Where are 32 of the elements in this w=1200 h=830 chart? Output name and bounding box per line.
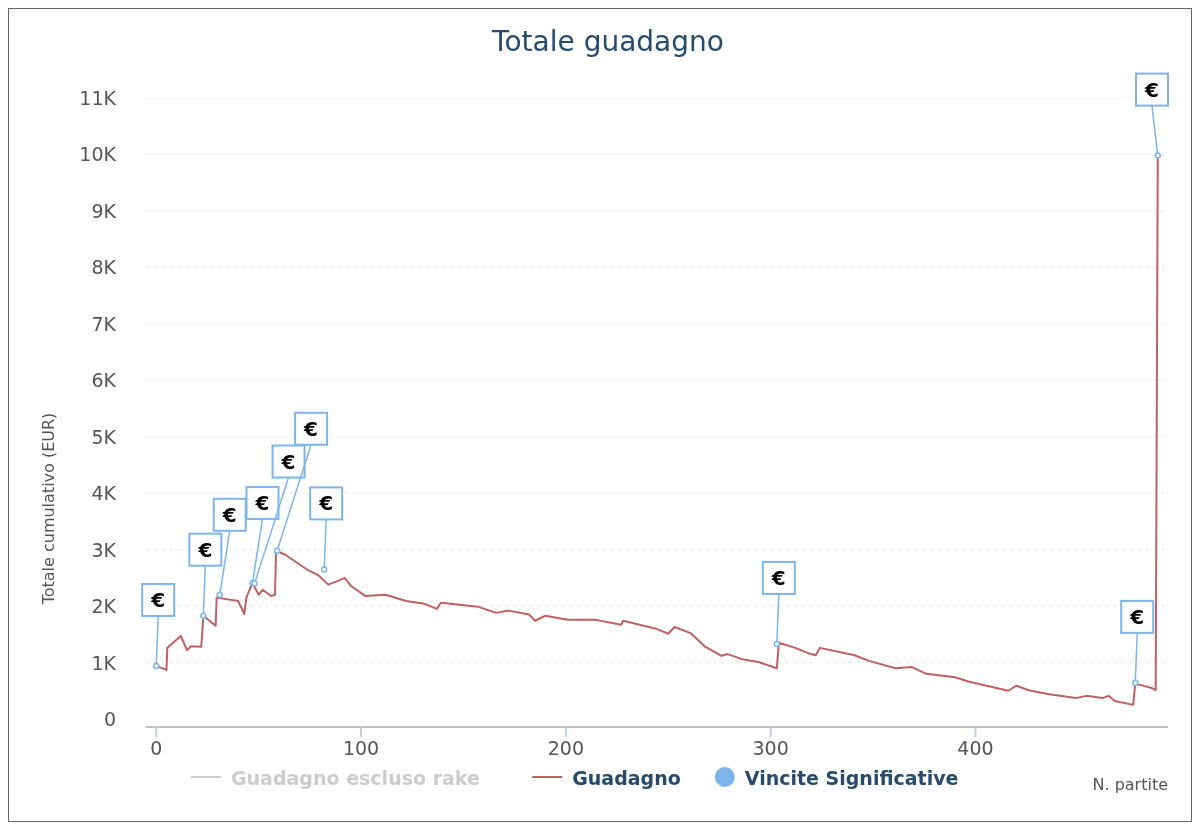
data-label: € xyxy=(1129,604,1145,629)
data-label: € xyxy=(318,491,334,516)
y-tick-label: 4K xyxy=(91,482,117,505)
data-label: € xyxy=(1144,77,1159,102)
x-tick-label: 100 xyxy=(342,737,380,759)
y-tick-label: 8K xyxy=(91,256,117,279)
y-axis-title: Totale cumulativo (EUR) xyxy=(39,412,58,606)
y-tick-label: 1K xyxy=(91,651,117,674)
y-tick-label: 11K xyxy=(79,87,117,109)
x-tick-label: 0 xyxy=(150,737,163,759)
x-axis-title: N. partite xyxy=(1092,775,1168,794)
chart-title: Totale guadagno xyxy=(491,25,724,58)
y-tick-label: 6K xyxy=(91,369,117,392)
data-label: € xyxy=(770,565,786,590)
data-label: € xyxy=(197,537,213,562)
data-label: € xyxy=(303,416,319,441)
y-tick-label: 10K xyxy=(79,143,117,166)
y-tick-label: 3K xyxy=(91,538,117,561)
data-label: € xyxy=(280,449,296,474)
y-tick-label: 9K xyxy=(91,199,117,222)
legend-label: Vincite Significative xyxy=(744,767,959,789)
y-tick-label: 7K xyxy=(91,312,117,335)
data-label: € xyxy=(221,502,237,527)
y-tick-label: 0 xyxy=(103,708,116,730)
x-tick-label: 300 xyxy=(752,737,789,759)
legend-label: Guadagno xyxy=(572,767,681,789)
y-tick-label: 2K xyxy=(91,595,117,618)
y-tick-label: 5K xyxy=(91,425,117,448)
x-tick-label: 200 xyxy=(547,737,584,759)
data-label: € xyxy=(254,490,270,515)
x-tick-label: 400 xyxy=(957,737,994,759)
data-label: € xyxy=(150,587,166,612)
